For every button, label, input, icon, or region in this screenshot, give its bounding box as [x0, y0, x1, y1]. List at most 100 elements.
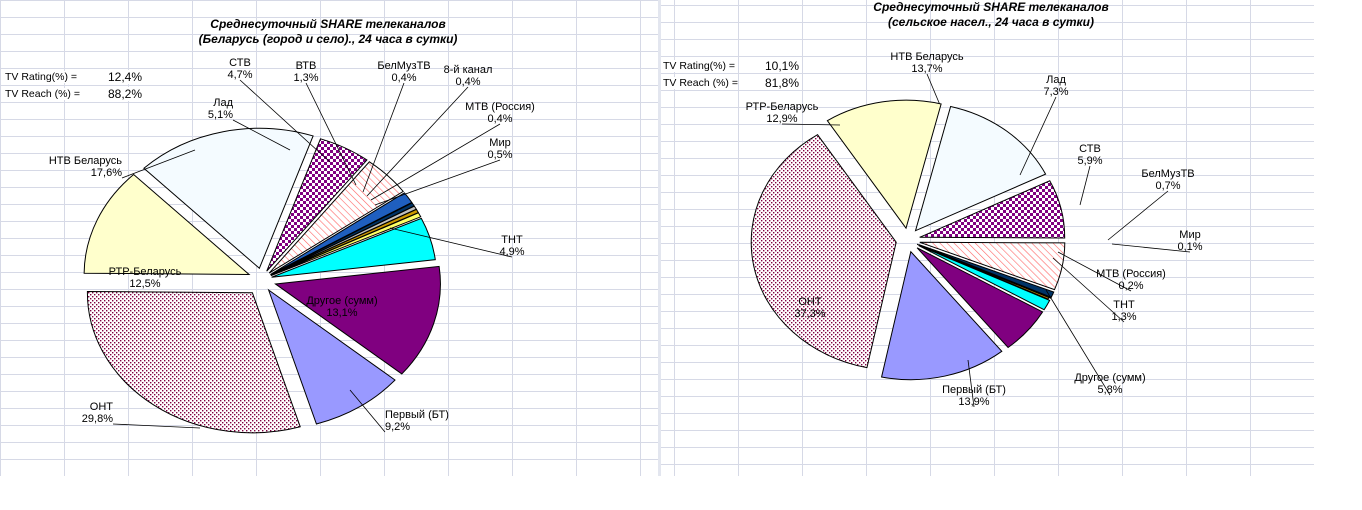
tv-rating-value: 12,4%	[108, 70, 143, 84]
pie-slice-lad	[266, 138, 368, 272]
chart-title: Среднесуточный SHARE телеканалов	[873, 0, 1109, 14]
slice-label: Другое (сумм)	[306, 295, 377, 307]
leader-line	[121, 149, 196, 179]
pie-slice-mir	[270, 212, 422, 277]
leader-line	[349, 389, 386, 433]
leader-line	[1079, 165, 1091, 206]
slice-value-label: 0,2%	[1118, 280, 1143, 292]
pie-slice-lad	[919, 180, 1066, 239]
slice-value-label: 9,2%	[385, 421, 410, 433]
pie-slice-drugoe-summ	[916, 247, 1044, 349]
chart-title: Среднесуточный SHARE телеканалов	[210, 17, 446, 31]
leader-line	[232, 119, 291, 151]
slice-value-label: 1,3%	[1111, 311, 1136, 323]
slice-label: МТВ (Россия)	[1096, 268, 1166, 280]
slice-value-label: 0,4%	[391, 72, 416, 84]
pie-slice-pervyy-bt	[880, 250, 1003, 381]
slice-label: 8-й канал	[444, 64, 493, 76]
leader-line	[239, 79, 331, 163]
pie-chart-rural: НТВ Беларусь13,7%Лад7,3%СТВ5,9%БелМузТВ0…	[746, 51, 1203, 408]
slice-value-label: 37,3%	[794, 308, 825, 320]
slice-value-label: 7,3%	[1043, 86, 1068, 98]
tv-rating-value: 10,1%	[765, 59, 800, 73]
slice-value-label: 17,6%	[91, 167, 122, 179]
slice-label: Первый (БТ)	[385, 409, 449, 421]
slice-label: НТВ Беларусь	[49, 155, 122, 167]
chart-subtitle: (сельское насел., 24 часа в сутки)	[888, 15, 1094, 29]
slice-value-label: 12,9%	[766, 113, 797, 125]
slice-value-label: 0,1%	[1177, 241, 1202, 253]
pie-slice-vtv	[270, 192, 413, 275]
leader-line	[967, 359, 975, 408]
slice-value-label: 0,5%	[487, 149, 512, 161]
leader-line	[370, 123, 501, 201]
slice-label: ТНТ	[501, 234, 523, 246]
slice-label: СТВ	[1079, 143, 1101, 155]
slice-value-label: 13,7%	[911, 63, 942, 75]
slice-value-label: 13,1%	[326, 307, 357, 319]
leader-line	[926, 73, 941, 106]
leader-line	[1019, 96, 1057, 176]
pie-slice-drugoe-summ	[274, 265, 441, 375]
slice-label: ОНТ	[798, 296, 822, 308]
tv-reach-value: 81,8%	[765, 76, 800, 90]
leader-line	[781, 123, 841, 126]
slice-label: РТР-Беларусь	[746, 101, 819, 113]
pie-slice-tnt	[918, 245, 1051, 311]
leader-line	[374, 159, 501, 206]
spreadsheet-area-left: Первый (БТ) 9,2% ОНТ 29,8% РТР-Беларусь 12,5%…	[0, 0, 658, 476]
slice-label: РТР-Беларусь	[109, 266, 182, 278]
slice-label: Мир	[1179, 229, 1200, 241]
leader-line	[389, 227, 513, 258]
slice-value-label: 0,7%	[1155, 180, 1180, 192]
slice-label: Лад	[1046, 74, 1066, 86]
leader-line	[1057, 251, 1132, 292]
slice-label: СТВ	[229, 57, 251, 69]
slice-label: Мир	[489, 137, 510, 149]
leader-line	[362, 82, 405, 193]
slice-label: ТНТ	[1113, 299, 1135, 311]
pie-slice-ntv-belarus	[914, 105, 1047, 232]
slice-value-label: 5,1%	[208, 109, 233, 121]
slice-value-label: 1,3%	[293, 72, 318, 84]
slice-label: НТВ Беларусь	[890, 51, 963, 63]
pie-slice-ont	[750, 134, 897, 369]
slice-value-label: 4,9%	[499, 246, 524, 258]
slice-label: БелМузТВ	[1141, 168, 1194, 180]
slice-value-label: 0,4%	[487, 113, 512, 125]
slice-label: Первый (БТ)	[942, 384, 1006, 396]
pie-slice-rtr-belarus	[83, 173, 251, 276]
slice-value-label: 12,5%	[129, 278, 160, 290]
slice-label: Лад	[213, 97, 233, 109]
sheet-divider	[658, 0, 661, 476]
pie-slice-mtv-rossiya	[916, 243, 1050, 300]
slice-value-label: 0,4%	[455, 76, 480, 88]
tv-reach-label: TV Reach (%) =	[663, 77, 738, 89]
slice-label: ОНТ	[90, 401, 114, 413]
pie-slice-pervyy-bt	[267, 288, 396, 425]
slice-label: Другое (сумм)	[1074, 372, 1145, 384]
tv-reach-label: TV Reach (%) =	[5, 88, 80, 100]
leader-line	[1052, 257, 1125, 323]
leader-line	[1045, 289, 1111, 396]
pie-slice-tnt	[271, 217, 436, 278]
slice-value-label: 5,8%	[1097, 384, 1122, 396]
slice-label: ВТВ	[296, 60, 317, 72]
leader-line	[1111, 243, 1191, 253]
spreadsheet-area-right: НТВ Беларусь 13,7% Лад 7,3% СТВ 5,9% БелМузТВ 0…	[661, 0, 1314, 476]
slice-value-label: 13,9%	[958, 396, 989, 408]
slice-value-label: 4,7%	[227, 69, 252, 81]
bottom-strip	[0, 476, 1362, 510]
tv-rating-label: TV Rating(%) =	[663, 60, 736, 72]
leader-line	[1107, 190, 1169, 241]
chart-subtitle: (Беларусь (город и село)., 24 часа в сут…	[198, 32, 458, 46]
slice-value-label: 29,8%	[82, 413, 113, 425]
tv-reach-value: 88,2%	[108, 87, 143, 101]
slice-label: МТВ (Россия)	[465, 101, 535, 113]
tv-rating-label: TV Rating(%) =	[5, 71, 78, 83]
slice-value-label: 5,9%	[1077, 155, 1102, 167]
pie-slice-ont	[86, 290, 301, 434]
leader-line	[366, 86, 469, 197]
pie-slice-stv	[268, 161, 404, 274]
